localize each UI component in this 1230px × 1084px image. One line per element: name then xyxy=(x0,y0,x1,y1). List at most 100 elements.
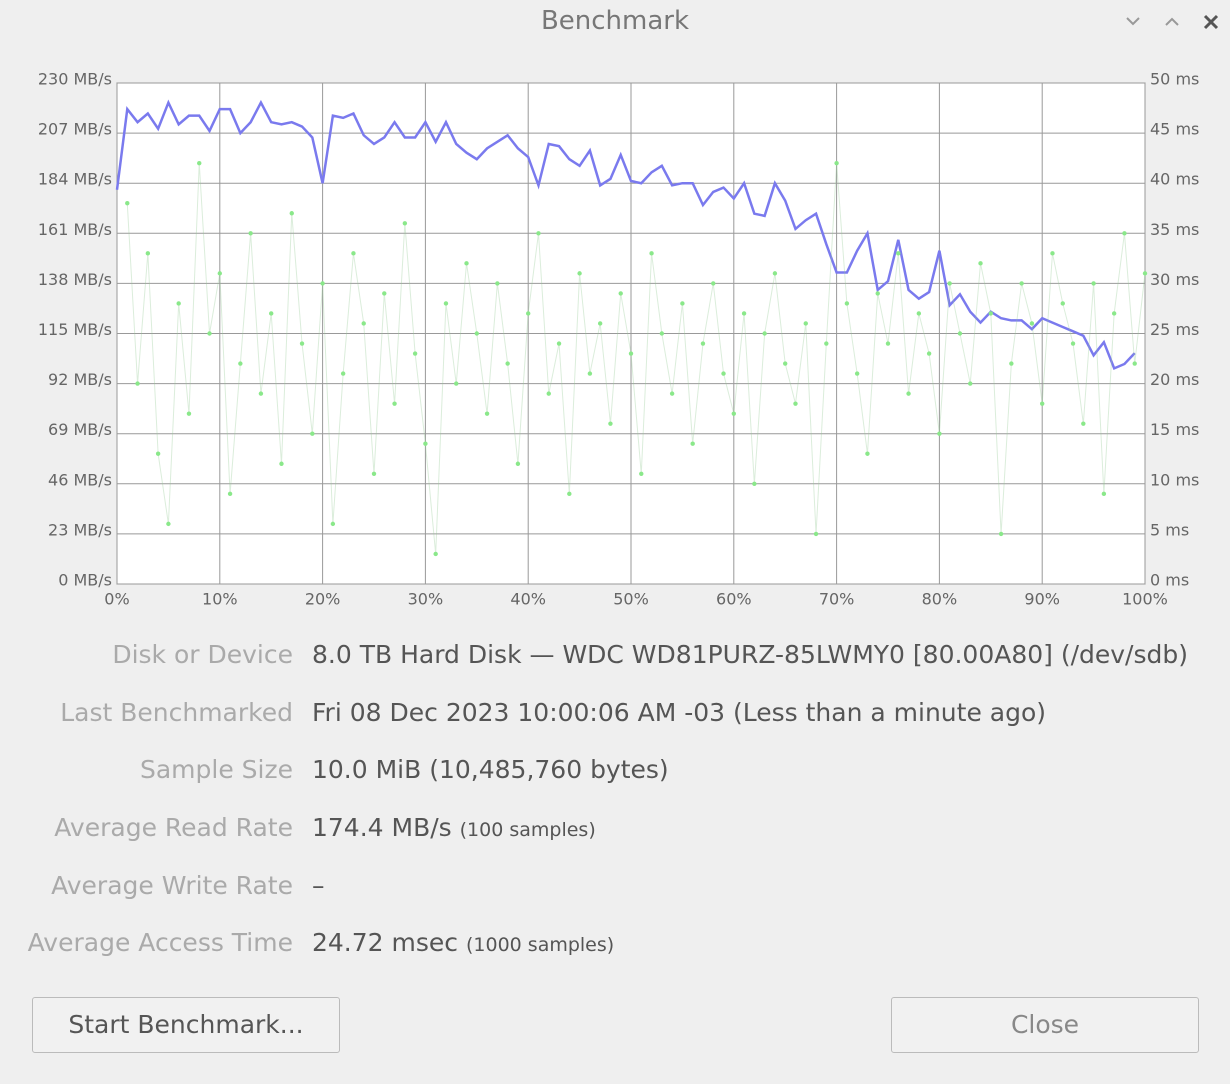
access-point xyxy=(608,421,613,426)
access-point xyxy=(700,341,706,346)
access-point xyxy=(968,381,973,386)
x-tick-label: 70% xyxy=(819,590,855,609)
access-point xyxy=(310,431,315,436)
access-point xyxy=(1142,271,1148,276)
access-point xyxy=(916,311,922,316)
y-tick-label: 69 MB/s xyxy=(48,420,112,439)
value-text: 174.4 MB/s xyxy=(312,813,452,842)
access-point xyxy=(155,451,161,456)
seek-line xyxy=(126,163,1146,554)
detail-value: – xyxy=(312,871,325,900)
access-point xyxy=(783,361,788,366)
access-point xyxy=(988,311,993,316)
access-point xyxy=(1081,421,1086,426)
detail-label: Last Benchmarked xyxy=(60,698,293,727)
access-point xyxy=(1091,281,1096,286)
access-point xyxy=(803,321,808,326)
access-point xyxy=(772,271,778,276)
window-title: Benchmark xyxy=(540,6,690,36)
value-note: (100 samples) xyxy=(459,819,596,841)
access-point xyxy=(186,411,192,416)
y-tick-label: 92 MB/s xyxy=(48,370,112,389)
access-point xyxy=(659,331,665,336)
access-point xyxy=(412,351,418,356)
value-note: (1000 samples) xyxy=(465,934,615,956)
y-tick-label: 138 MB/s xyxy=(38,270,112,289)
x-tick-label: 60% xyxy=(716,590,752,609)
y2-tick-label: 30 ms xyxy=(1150,270,1199,289)
x-tick-label: 90% xyxy=(1024,590,1060,609)
access-point xyxy=(1060,301,1065,306)
y2-tick-label: 50 ms xyxy=(1150,70,1199,89)
y2-tick-label: 15 ms xyxy=(1150,420,1199,439)
access-point xyxy=(813,531,819,537)
access-point xyxy=(207,331,212,336)
access-point xyxy=(998,531,1004,537)
x-tick-label: 20% xyxy=(305,590,341,609)
read-rate-line xyxy=(115,99,1136,371)
x-tick-label: 10% xyxy=(202,590,238,609)
access-point xyxy=(474,331,479,336)
access-point xyxy=(731,411,736,416)
x-tick-label: 0% xyxy=(104,590,129,609)
detail-label: Average Read Rate xyxy=(54,813,293,842)
access-point xyxy=(217,271,222,276)
access-point xyxy=(947,281,952,286)
y2-tick-label: 40 ms xyxy=(1150,170,1199,189)
detail-label: Sample Size xyxy=(139,755,293,784)
access-point xyxy=(279,461,284,466)
y-tick-label: 230 MB/s xyxy=(38,70,112,89)
y-tick-label: 0 MB/s xyxy=(58,571,112,590)
access-point xyxy=(834,160,839,166)
access-point xyxy=(669,391,675,396)
y2-tick-label: 45 ms xyxy=(1150,120,1199,139)
detail-value: 10.0 MiB (10,485,760 bytes) xyxy=(312,755,669,784)
x-tick-label: 50% xyxy=(613,590,649,609)
y2-tick-label: 10 ms xyxy=(1150,470,1199,489)
x-tick-label: 100% xyxy=(1122,590,1168,609)
access-point xyxy=(238,361,243,366)
close-button[interactable]: Close xyxy=(891,997,1199,1053)
x-tick-label: 40% xyxy=(510,590,546,609)
access-point xyxy=(515,461,521,466)
access-point xyxy=(957,331,963,336)
detail-value: 8.0 TB Hard Disk — WDC WD81PURZ-85LWMY0 … xyxy=(312,640,1189,669)
access-point xyxy=(639,471,644,476)
access-point xyxy=(762,331,767,336)
detail-row: Disk or Device 8.0 TB Hard Disk — WDC WD8… xyxy=(0,640,1230,680)
access-point xyxy=(567,491,572,497)
access-point xyxy=(896,251,901,256)
access-point xyxy=(721,371,726,376)
access-point xyxy=(258,391,264,396)
access-point xyxy=(495,281,500,286)
window-controls[interactable] xyxy=(1126,14,1219,30)
detail-row: Average Write Rate – xyxy=(0,871,1230,911)
access-point xyxy=(854,371,860,376)
value-text: 24.72 msec xyxy=(312,928,459,957)
detail-label: Disk or Device xyxy=(112,640,293,669)
access-point xyxy=(289,211,294,216)
access-point xyxy=(711,281,716,286)
access-point xyxy=(197,160,202,166)
access-point xyxy=(937,431,942,436)
access-point xyxy=(875,291,880,296)
y-tick-label: 115 MB/s xyxy=(38,320,112,339)
access-point xyxy=(269,311,274,316)
detail-row: Last Benchmarked Fri 08 Dec 2023 10:00:06… xyxy=(0,698,1230,738)
access-point xyxy=(484,411,490,416)
access-point xyxy=(1019,281,1024,286)
access-point xyxy=(885,341,891,346)
access-point xyxy=(926,351,932,356)
start-button[interactable]: Start Benchmark... xyxy=(32,997,340,1053)
access-point xyxy=(1070,341,1076,346)
access-point xyxy=(752,481,757,486)
access-point xyxy=(526,311,531,316)
access-point xyxy=(1111,311,1117,316)
access-point xyxy=(546,391,551,396)
access-point xyxy=(690,441,695,446)
access-point xyxy=(454,381,459,386)
access-point xyxy=(248,231,253,236)
detail-value: 174.4 MB/s (100 samples) xyxy=(312,813,596,842)
